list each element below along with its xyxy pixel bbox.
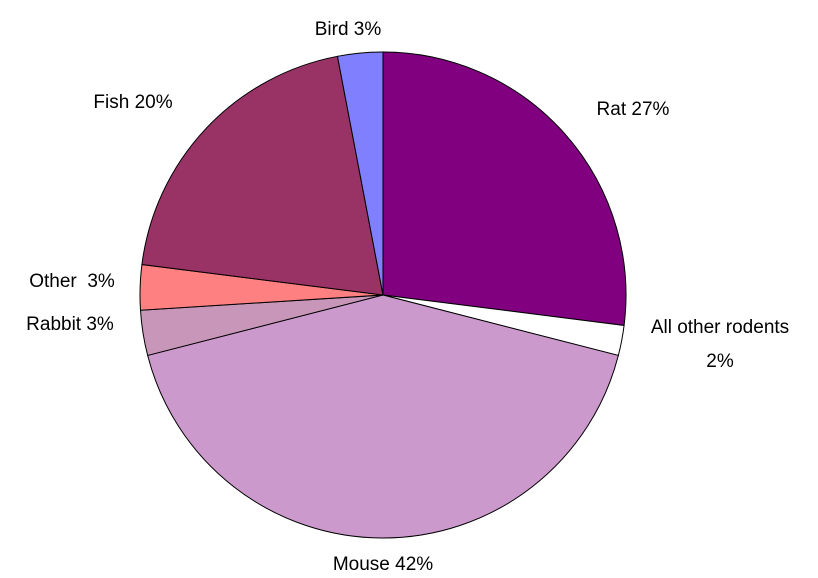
pie-slice [382,51,627,327]
slice-label: Mouse 42% [333,554,433,575]
slice-label: All other rodents 2% [651,317,789,372]
slice-category: Rat [597,99,627,120]
slice-label: Fish 20% [93,92,172,113]
slice-label: Bird 3% [315,19,382,40]
slice-label: Rat 27% [597,99,670,120]
slice-category: Bird [315,19,349,40]
pie-slice [141,55,384,296]
slice-category: Fish [93,92,129,113]
pie-slice [336,51,384,296]
slice-category: All other rodents [651,317,789,338]
slice-category: Other [29,271,77,292]
slice-category: Rabbit [26,314,82,335]
slice-value-label: 3% [354,19,382,40]
slice-value-label: 2% [706,351,734,372]
slice-value-label: 3% [86,314,114,335]
pie-slice [147,294,619,539]
slice-label: Rabbit 3% [26,314,114,335]
slice-category: Mouse [333,554,390,575]
slice-value-label: 3% [87,271,115,292]
slice-value-label: 27% [631,99,669,120]
slice-value-label: 42% [395,554,433,575]
label-space [77,271,88,292]
slice-value-label: 20% [135,92,173,113]
slice-label: Other 3% [29,271,115,292]
